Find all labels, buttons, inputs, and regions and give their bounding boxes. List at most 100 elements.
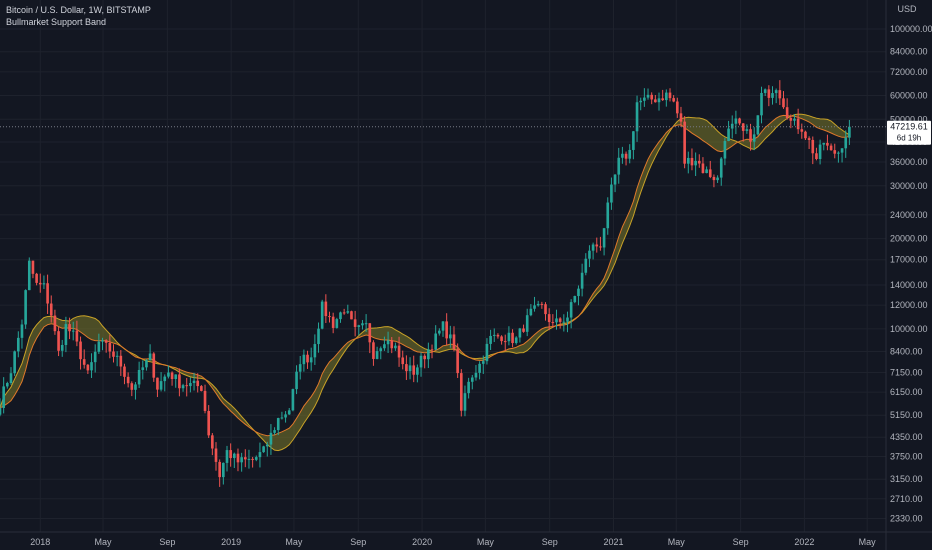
candle-body [13,351,16,374]
candle-body [405,364,408,372]
candle-body [298,364,302,372]
bar-countdown-label: 6d 19h [897,134,921,143]
candle-body [511,332,514,344]
candle-body [222,462,225,478]
candle-body [507,332,511,342]
candle-body [71,330,75,332]
x-tick-label: Sep [159,537,175,547]
candle-body [79,341,82,360]
candle-body [75,330,79,342]
y-tick-label: 4350.00 [890,432,923,442]
candle-body [174,374,178,380]
candle-body [536,303,540,306]
candle-body [445,321,448,339]
y-tick-label: 5150.00 [890,410,923,420]
candle-body [591,244,595,251]
candle-body [328,316,331,318]
candle-body [225,450,229,463]
x-tick-label: 2019 [221,537,241,547]
candle-body [93,351,97,363]
candle-body [284,414,287,418]
candle-body [767,89,771,98]
candle-body [386,340,390,345]
candle-body [822,142,826,145]
candle-body [752,134,756,142]
candle-body [20,324,24,338]
candle-body [350,311,353,320]
candle-body [818,144,822,160]
candle-body [86,364,90,371]
x-tick-label: 2022 [794,537,814,547]
candle-body [170,372,174,380]
candle-body [540,303,544,305]
candle-body [335,319,339,328]
candle-body [657,98,661,103]
candle-body [0,407,2,415]
y-tick-label: 14000.00 [890,280,928,290]
indicator-title[interactable]: Bullmarket Support Band [6,17,107,27]
candle-body [159,381,163,390]
symbol-title[interactable]: Bitcoin / U.S. Dollar, 1W, BITSTAMP [6,5,151,15]
candle-body [613,174,617,185]
candle-body [192,380,196,383]
candle-body [438,330,441,334]
candle-body [236,453,240,463]
candle-body [119,355,123,367]
candle-body [60,344,64,351]
candle-body [24,290,27,325]
candle-body [566,317,569,322]
candle-body [551,322,555,324]
candle-body [661,98,664,101]
y-tick-label: 100000.00 [890,24,932,34]
candle-body [800,129,804,132]
candle-body [108,342,112,352]
candle-body [430,349,434,351]
candle-body [654,99,657,103]
candle-body [760,92,763,116]
candle-body [489,335,492,344]
candle-body [643,97,646,101]
y-tick-label: 36000.00 [890,157,928,167]
candle-body [599,246,602,248]
candle-body [152,353,156,378]
candle-body [148,353,152,361]
x-tick-label: Sep [350,537,366,547]
candle-body [738,118,741,124]
candle-body [588,250,591,259]
y-tick-label: 50000.00 [890,114,928,124]
y-tick-label: 8400.00 [890,347,923,357]
x-tick-label: 2018 [30,537,50,547]
candle-body [503,341,507,343]
candle-body [423,355,427,360]
candle-body [189,382,192,387]
last-price-label: 47219.61 [890,122,928,132]
candle-body [840,148,844,153]
candle-body [419,355,423,368]
candle-body [569,302,573,318]
y-tick-label: 12000.00 [890,300,928,310]
candle-body [295,371,298,390]
candle-body [27,260,31,291]
candle-body [533,305,536,309]
candle-body [427,349,430,360]
y-tick-label: 24000.00 [890,210,928,220]
candle-body [42,283,46,285]
candle-body [500,336,503,342]
y-tick-label: 2330.00 [890,513,923,523]
candle-body [617,157,621,175]
y-tick-label: 84000.00 [890,47,928,57]
candle-body [254,457,258,460]
candle-body [774,90,778,94]
candle-body [6,383,9,387]
support-band-fill [0,114,850,451]
candle-body [708,169,712,177]
candle-body [218,461,221,478]
candle-body [514,337,518,344]
candle-body [525,315,529,332]
candle-body [196,380,200,387]
candle-body [665,92,668,101]
candle-body [547,314,551,323]
candle-body [441,321,445,331]
candle-body [390,340,394,349]
